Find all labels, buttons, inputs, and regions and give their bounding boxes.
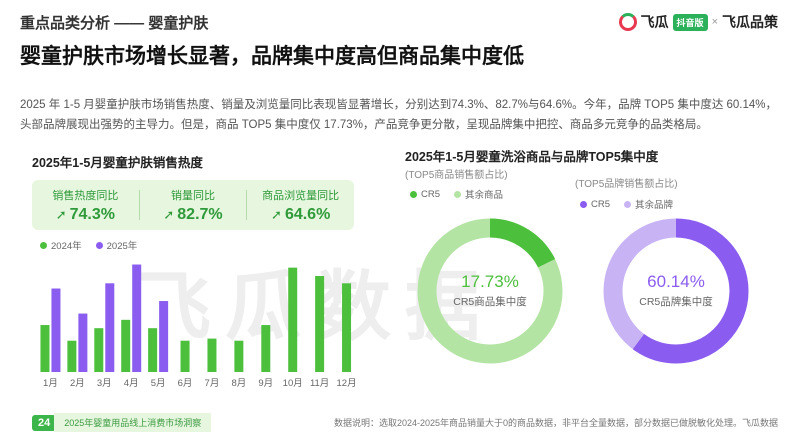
kpi-panel: 销售热度同比 ➚ 74.3% 销量同比 ➚ 82.7% 商品浏览量同比 ➚ 64.6%: [32, 180, 354, 230]
brand-partner: 飞瓜品策: [722, 14, 778, 30]
x-tick-label: 9月: [258, 378, 273, 389]
legend-item-2025: 2025年: [95, 238, 137, 252]
kpi-value: 74.3%: [69, 205, 115, 223]
kpi-sales-heat: 销售热度同比 ➚ 74.3%: [32, 187, 139, 224]
legend-dot: [40, 241, 47, 249]
bar-2024-12: [342, 283, 352, 372]
legend-item-cr5: CR5: [410, 187, 440, 201]
bar-2024-4: [121, 319, 131, 372]
summary-text: 2025 年 1-5 月婴童护肤市场销售热度、销量及浏览量同比表现皆显著增长，分…: [20, 99, 778, 131]
x-tick-label: 12月: [337, 378, 357, 389]
donut1-cr5-arc: [417, 218, 563, 364]
kpi-page-views: 商品浏览量同比 ➚ 64.6%: [247, 187, 354, 224]
kpi-sales-volume: 销量同比 ➚ 82.7%: [140, 187, 247, 224]
bar-2025-3: [105, 283, 115, 372]
brand-logo: 飞瓜 抖音版 × 飞瓜品策: [618, 12, 778, 32]
footer-badge: 24 2025年婴童用品线上消费市场洞察: [32, 413, 212, 432]
donut1-center-value: 17.73%: [461, 272, 519, 291]
legend-dot: [580, 200, 587, 208]
legend-dot: [410, 190, 417, 198]
legend-item-2024: 2024年: [40, 238, 82, 252]
kpi-value: 64.6%: [284, 205, 331, 223]
donut1-subtitle: (TOP5商品销售额占比): [405, 170, 508, 181]
x-tick-label: 5月: [151, 378, 166, 389]
brand-separator: ×: [711, 16, 718, 28]
donut-section-title: 2025年1-5月婴童洗浴商品与品牌TOP5集中度: [405, 150, 659, 164]
bar-legend: 2024年 2025年: [40, 238, 137, 252]
kpi-label: 销量同比: [171, 189, 215, 202]
donut2-center-caption: CR5品牌集中度: [639, 296, 713, 308]
x-tick-label: 11月: [310, 378, 329, 389]
brand-tag: 抖音版: [672, 13, 708, 31]
donut2-subtitle: (TOP5品牌销售额占比): [575, 179, 678, 190]
legend-item-other-brands: 其余品牌: [624, 197, 673, 211]
kpi-value: 82.7%: [177, 205, 223, 223]
donut1-center-caption: CR5商品集中度: [453, 296, 527, 308]
x-tick-label: 2月: [70, 378, 85, 389]
donut2-center: 60.14% CR5品牌集中度: [606, 272, 746, 309]
bar-2025-1: [51, 288, 61, 372]
arrow-up-icon: ➚: [163, 206, 175, 222]
bar-2024-10: [288, 267, 298, 372]
legend-item-other-products: 其余商品: [454, 187, 503, 201]
x-tick-label: 3月: [97, 378, 112, 389]
kpi-divider: [246, 190, 248, 220]
feigua-logo-icon: [618, 13, 637, 31]
brand-name: 飞瓜: [640, 14, 669, 30]
page-headline: 婴童护肤市场增长显著，品牌集中度高但商品集中度低: [20, 45, 524, 68]
arrow-up-icon: ➚: [271, 206, 282, 222]
bar-2025-5: [159, 301, 169, 372]
kpi-divider: [138, 190, 140, 220]
legend-dot: [454, 190, 462, 198]
x-tick-label: 6月: [178, 378, 193, 389]
donut1-legend: CR5 其余商品: [410, 187, 503, 201]
bar-2024-2: [67, 340, 77, 372]
legend-dot: [624, 200, 632, 208]
kpi-label: 销售热度同比: [52, 189, 119, 202]
bar-2024-8: [234, 340, 244, 372]
bar-2024-5: [148, 328, 158, 372]
x-tick-label: 1月: [43, 378, 58, 389]
data-note: 数据说明：选取2024-2025年商品销量大于0的商品数据，非平台全量数据，部分…: [333, 418, 778, 428]
bar-2024-1: [40, 325, 50, 372]
x-tick-label: 4月: [124, 378, 139, 389]
donut2-legend: CR5 其余品牌: [580, 197, 673, 211]
x-tick-label: 7月: [205, 378, 220, 389]
x-tick-label: 8月: [231, 378, 246, 389]
bar-2025-2: [78, 313, 88, 372]
legend-item-cr5: CR5: [580, 197, 610, 211]
bar-2024-11: [315, 276, 325, 372]
bar-2025-4: [132, 264, 142, 372]
arrow-up-icon: ➚: [55, 206, 67, 222]
bar-2024-3: [94, 328, 104, 372]
legend-dot: [95, 241, 103, 249]
bar-2024-7: [207, 338, 217, 372]
section-title: 重点品类分析 —— 婴童护肤: [20, 15, 209, 32]
kpi-label: 商品浏览量同比: [262, 189, 340, 202]
page-number: 24: [32, 414, 57, 431]
bar-2024-6: [180, 340, 190, 372]
bar-chart-title: 2025年1-5月婴童护肤销售热度: [32, 156, 203, 170]
report-name: 2025年婴童用品线上消费市场洞察: [54, 413, 212, 432]
donut2-cr5-arc: [603, 218, 749, 364]
bar-2024-9: [261, 325, 271, 372]
donut1-center: 17.73% CR5商品集中度: [420, 272, 560, 309]
donut2-center-value: 60.14%: [647, 272, 705, 291]
x-tick-label: 10月: [283, 378, 303, 389]
